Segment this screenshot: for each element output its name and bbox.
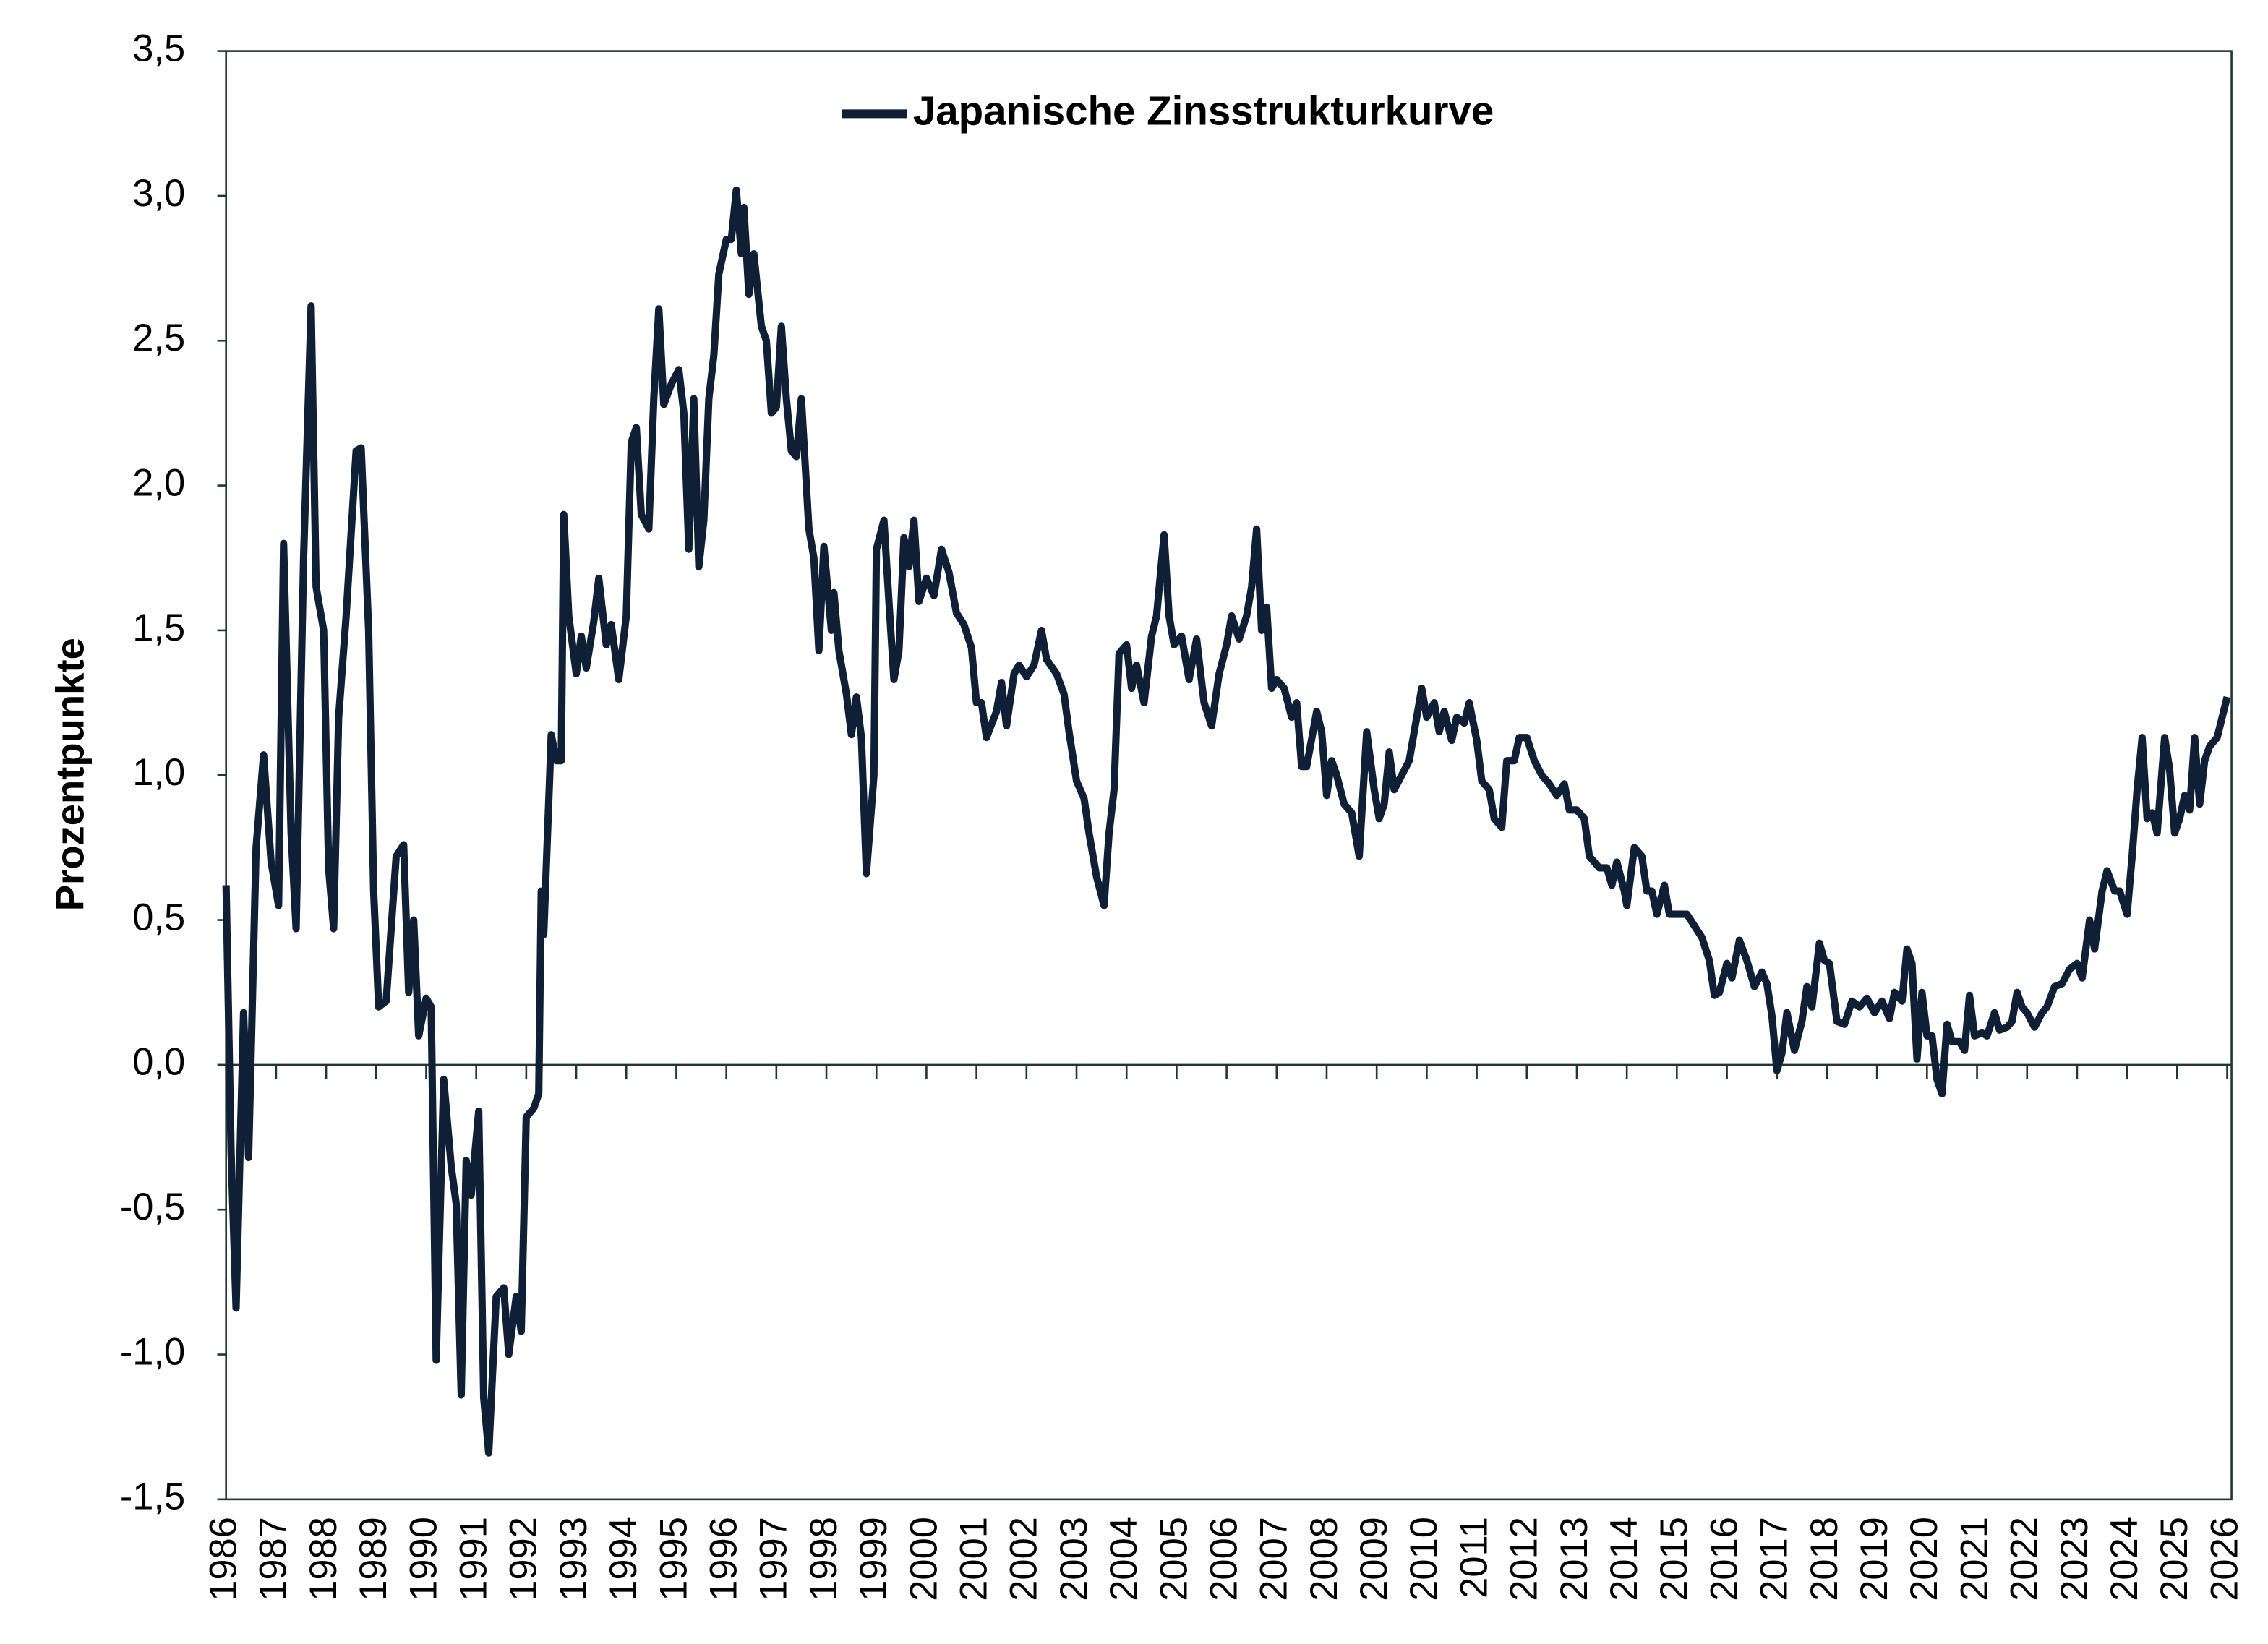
plot-frame [225, 50, 2233, 1501]
y-axis-label: Prozentpunkte [48, 638, 92, 911]
x-tick-label: 2012 [1504, 1517, 1546, 1601]
x-tick-label: 1998 [803, 1517, 845, 1601]
x-tick-label: 2020 [1904, 1517, 1946, 1601]
x-tick-label: 2011 [1453, 1517, 1495, 1598]
x-tick-label: 1997 [753, 1517, 795, 1601]
y-tick-label: 3,5 [132, 27, 185, 69]
x-tick-label: 2006 [1203, 1517, 1245, 1601]
y-tick-label: 3,0 [132, 173, 185, 215]
x-tick-label: 1988 [303, 1517, 345, 1601]
x-tick-label: 2023 [2054, 1517, 2096, 1601]
x-tick-label: 1991 [453, 1517, 495, 1601]
y-tick-label: 0,5 [132, 896, 185, 938]
x-tick-label: 2025 [2154, 1517, 2196, 1601]
x-tick-label: 2014 [1604, 1517, 1646, 1601]
x-tick-label: 1994 [603, 1517, 645, 1601]
x-tick-label: 1986 [203, 1517, 245, 1601]
x-tick-label: 2002 [1004, 1517, 1045, 1601]
y-tick-label: -1,0 [120, 1331, 185, 1373]
data-line [222, 186, 2231, 1457]
x-tick-label: 1995 [653, 1517, 695, 1601]
x-tick-label: 2007 [1254, 1517, 1296, 1601]
x-tick-label: 2010 [1403, 1517, 1445, 1601]
x-tick-label: 1987 [253, 1517, 295, 1601]
y-tick-label: -0,5 [120, 1186, 185, 1228]
y-tick-label: 1,0 [132, 752, 185, 794]
x-tick-label: 2021 [1954, 1517, 1995, 1601]
x-tick-label: 2004 [1103, 1517, 1145, 1601]
x-tick-label: 2001 [953, 1517, 995, 1601]
y-tick-label: 0,0 [132, 1042, 185, 1084]
x-tick-label: 2016 [1703, 1517, 1745, 1601]
x-tick-label: 2017 [1754, 1517, 1796, 1601]
x-tick-label: 2018 [1804, 1517, 1846, 1601]
x-tick-label: 2015 [1653, 1517, 1695, 1601]
x-tick-label: 2000 [903, 1517, 945, 1601]
x-tick-label: 2024 [2104, 1517, 2146, 1601]
x-tick-label: 2009 [1353, 1517, 1395, 1601]
x-tick-label: 2026 [2204, 1517, 2246, 1601]
x-tick-label: 2003 [1053, 1517, 1095, 1601]
x-tick-label: 2008 [1304, 1517, 1345, 1601]
x-tick-label: 1990 [403, 1517, 445, 1601]
y-tick-label: 2,0 [132, 462, 185, 504]
x-tick-label: 2022 [2004, 1517, 2046, 1601]
x-tick-label: 1992 [503, 1517, 545, 1601]
x-tick-label: 1999 [853, 1517, 895, 1601]
x-tick-label: 2005 [1153, 1517, 1195, 1601]
y-tick-label: -1,5 [120, 1476, 185, 1518]
x-tick-label: 1989 [353, 1517, 395, 1601]
x-tick-label: 2019 [1854, 1517, 1896, 1601]
legend-label: Japanische Zinsstrukturkurve [913, 87, 1494, 133]
y-tick-label: 2,5 [132, 317, 185, 359]
x-tick-label: 1993 [553, 1517, 595, 1601]
y-tick-label: 1,5 [132, 607, 185, 649]
x-tick-label: 2013 [1554, 1517, 1596, 1601]
x-tick-label: 1996 [703, 1517, 745, 1601]
